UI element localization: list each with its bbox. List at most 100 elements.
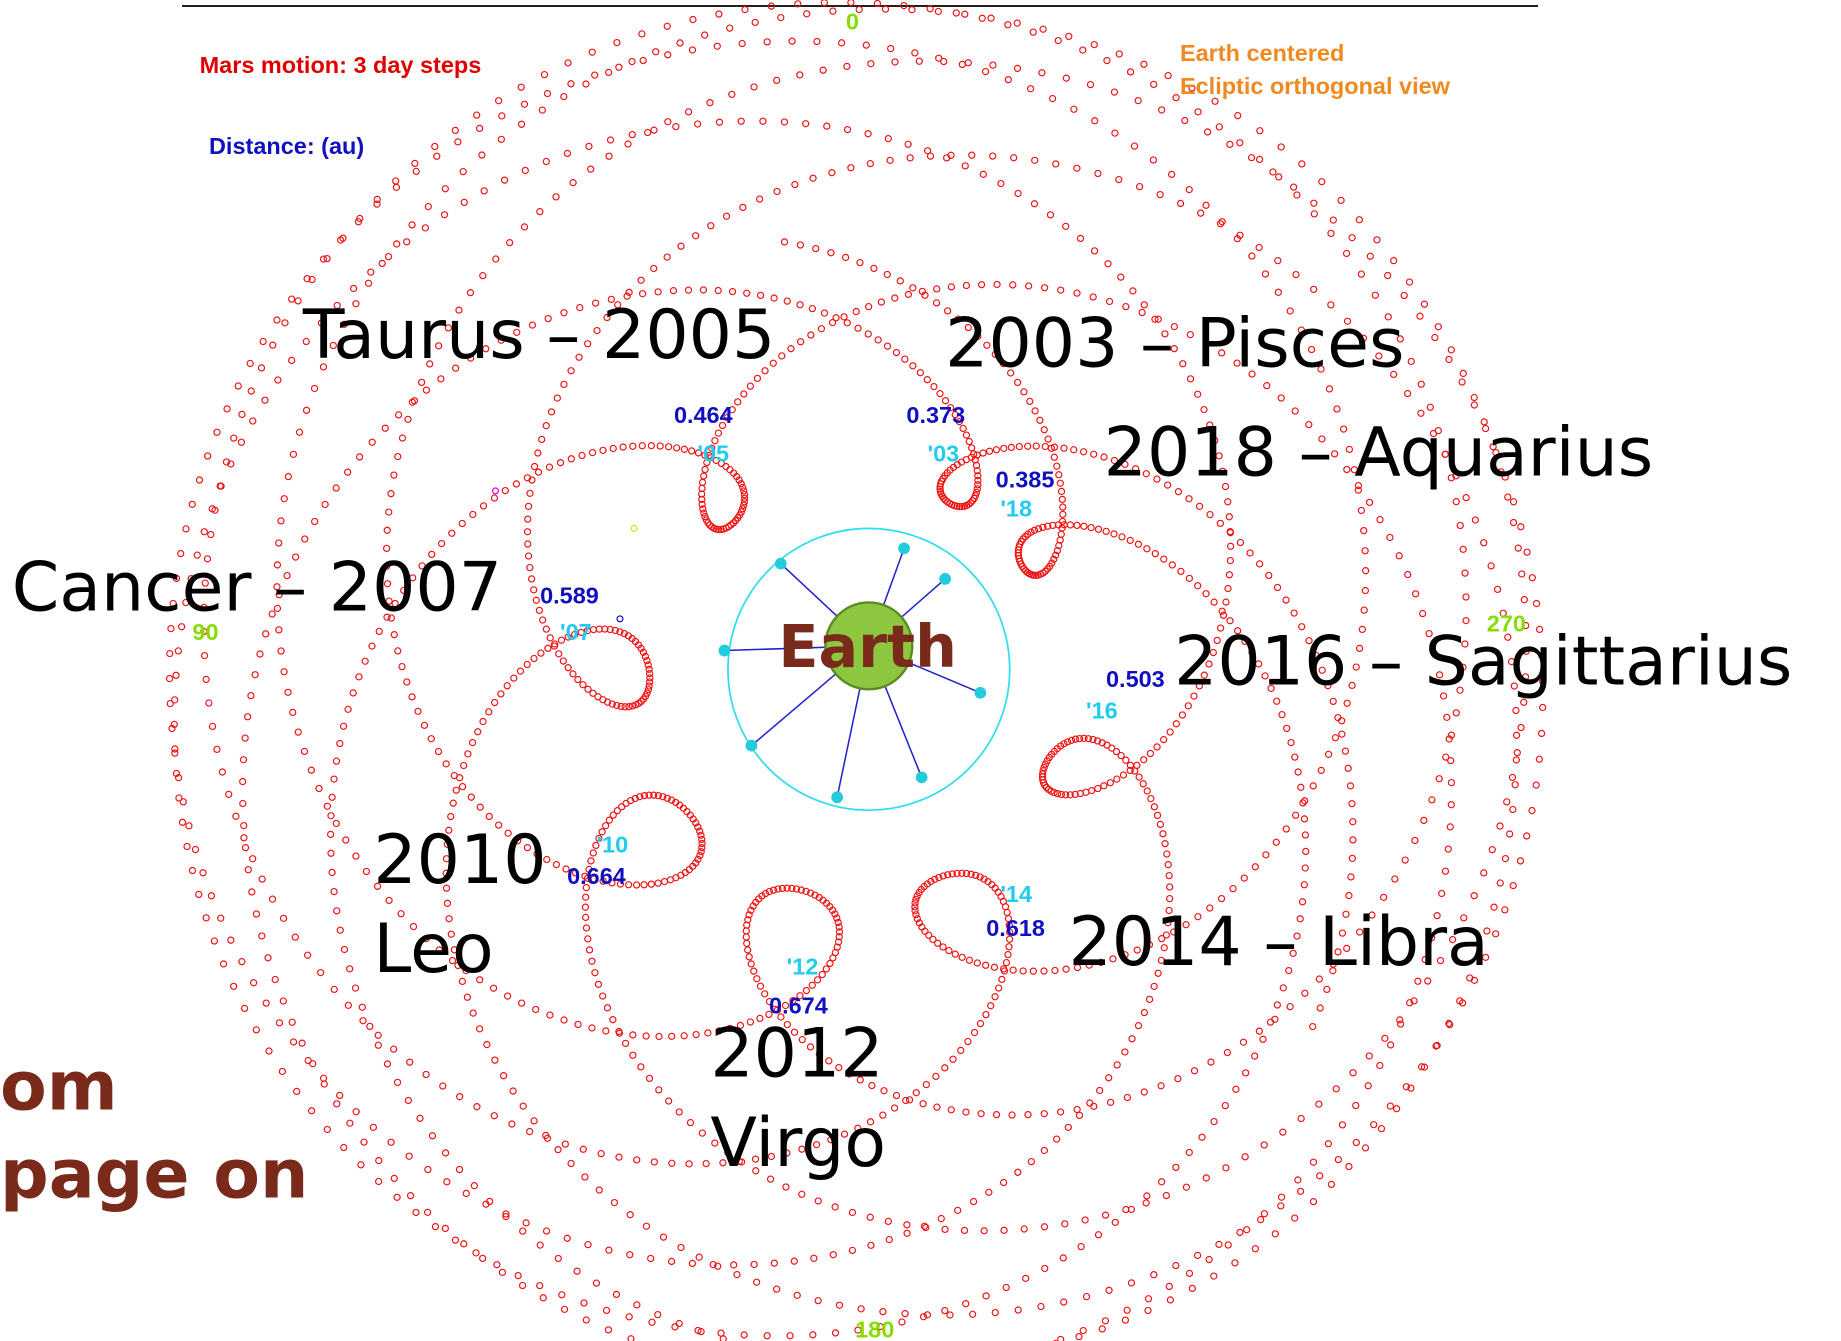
path-dot: [1461, 569, 1469, 577]
path-dot: [1126, 766, 1134, 775]
path-dot: [947, 1106, 955, 1114]
path-dot: [599, 446, 607, 454]
path-dot: [609, 444, 617, 453]
path-dot: [1405, 999, 1414, 1007]
path-dot: [629, 1031, 637, 1039]
path-dot: [1053, 790, 1062, 798]
path-dot: [536, 1241, 544, 1249]
path-dot: [278, 1067, 287, 1076]
path-dot: [1043, 757, 1051, 765]
path-dot: [913, 892, 921, 900]
path-dot: [777, 13, 785, 22]
path-dot: [622, 799, 630, 808]
path-dot: [518, 1281, 527, 1290]
path-dot: [746, 1018, 755, 1026]
path-dot: [615, 63, 623, 71]
path-dot: [582, 883, 590, 892]
path-dot: [352, 300, 360, 308]
path-dot: [241, 734, 249, 742]
path-dot: [611, 626, 619, 635]
path-dot: [249, 855, 257, 863]
path-dot: [561, 1140, 569, 1148]
path-dot: [643, 656, 651, 665]
path-dot: [387, 1138, 395, 1146]
path-dot: [912, 895, 920, 903]
path-dot: [1492, 930, 1500, 938]
path-dot: [722, 212, 731, 220]
path-dot: [349, 689, 357, 697]
path-dot: [936, 485, 944, 493]
path-dot: [394, 411, 403, 419]
path-dot: [284, 688, 292, 696]
path-dot: [641, 652, 650, 661]
path-dot: [352, 852, 360, 860]
path-dot: [831, 1329, 840, 1337]
path-dot: [909, 284, 917, 292]
path-dot: [289, 708, 297, 717]
path-dot: [742, 933, 750, 941]
path-dot: [1262, 851, 1270, 859]
path-dot: [357, 1161, 365, 1169]
path-dot: [182, 598, 190, 607]
path-dot: [406, 1058, 414, 1066]
path-dot: [1480, 418, 1488, 426]
path-dot: [1348, 681, 1356, 690]
path-dot: [1438, 889, 1446, 898]
path-dot: [1020, 565, 1028, 573]
path-dot: [1094, 1231, 1103, 1239]
path-dot: [1119, 771, 1128, 779]
path-dot: [835, 923, 843, 931]
path-dot: [441, 185, 449, 193]
path-dot: [1210, 1272, 1218, 1280]
path-dot: [280, 668, 288, 676]
path-dot: [698, 478, 707, 487]
path-dot: [749, 902, 757, 910]
path-dot: [1299, 799, 1307, 807]
path-dot: [726, 24, 734, 32]
path-dot: [937, 1214, 945, 1223]
path-dot: [1058, 495, 1066, 504]
path-dot: [1000, 444, 1008, 452]
opposition-dot: [939, 573, 952, 585]
path-dot: [911, 899, 919, 907]
path-dot: [1255, 660, 1263, 668]
path-dot: [292, 553, 300, 561]
path-dot: [1512, 756, 1520, 764]
path-dot: [814, 1297, 822, 1305]
path-dot: [1365, 1052, 1373, 1060]
path-dot: [617, 702, 625, 711]
path-dot: [992, 446, 1001, 454]
path-dot: [1315, 1100, 1323, 1108]
path-dot: [447, 930, 455, 938]
path-dot: [1198, 1133, 1206, 1141]
path-dot: [187, 575, 195, 583]
path-dot: [939, 943, 947, 951]
path-dot: [603, 698, 612, 706]
path-dot: [1122, 303, 1130, 311]
path-dot: [512, 480, 521, 488]
path-dot: [1075, 734, 1084, 743]
path-dot: [827, 1136, 835, 1144]
path-dot: [1037, 1302, 1045, 1311]
path-dot: [883, 342, 892, 350]
path-dot: [562, 865, 570, 873]
path-dot: [1302, 847, 1310, 856]
path-dot: [519, 1227, 527, 1235]
path-dot: [1301, 864, 1309, 872]
path-dot: [904, 140, 912, 148]
path-dot: [383, 1060, 392, 1068]
path-dot: [373, 882, 382, 890]
path-dot: [915, 57, 923, 65]
path-dot: [524, 552, 533, 560]
path-dot: [1332, 1085, 1340, 1093]
path-dot: [1066, 521, 1075, 529]
path-dot: [1421, 955, 1429, 964]
path-dot: [1285, 966, 1293, 975]
path-dot: [368, 438, 376, 446]
path-dot: [904, 290, 913, 299]
path-dot: [659, 793, 667, 801]
path-dot: [328, 868, 336, 877]
path-dot: [1207, 1058, 1215, 1066]
path-dot: [182, 525, 190, 533]
path-dot: [1523, 548, 1531, 556]
